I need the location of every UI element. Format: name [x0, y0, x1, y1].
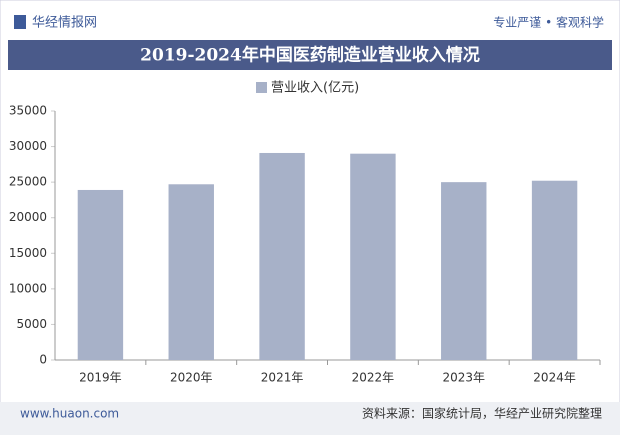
bar [168, 184, 214, 360]
bar [77, 189, 124, 360]
bar [531, 180, 578, 360]
title-bar [8, 40, 612, 70]
bar [441, 182, 487, 360]
logo: 华经情报网 [32, 16, 97, 31]
x-tick-label: 2019年 [79, 371, 122, 385]
y-tick-label: 35000 [9, 104, 47, 118]
y-tick-label: 10000 [9, 281, 47, 295]
x-tick-label: 2023年 [442, 371, 485, 385]
x-tick-label: 2021年 [261, 371, 304, 385]
y-tick-label: 25000 [9, 175, 47, 189]
source: 资料来源：国家统计局，华经产业研究院整理 [362, 406, 602, 421]
x-tick-label: 2022年 [352, 371, 395, 385]
bar [350, 153, 396, 360]
website: www.huaon.com [20, 407, 119, 421]
footer-bar [0, 402, 620, 435]
x-tick-label: 2024年 [533, 371, 576, 385]
y-tick-label: 20000 [9, 210, 47, 224]
y-tick-label: 30000 [9, 139, 47, 153]
y-tick-label: 5000 [16, 317, 47, 331]
legend-label: 营业收入(亿元) [271, 81, 359, 96]
bar [259, 152, 305, 360]
y-tick-label: 15000 [9, 246, 47, 260]
slogan: 专业严谨 • 客观科学 [493, 15, 604, 30]
x-tick-label: 2020年 [170, 371, 213, 385]
chart-title: 2019-2024年中国医药制造业营业收入情况 [140, 45, 480, 66]
legend-swatch [256, 82, 267, 93]
logo-icon [14, 15, 26, 29]
y-tick-label: 0 [39, 353, 47, 367]
